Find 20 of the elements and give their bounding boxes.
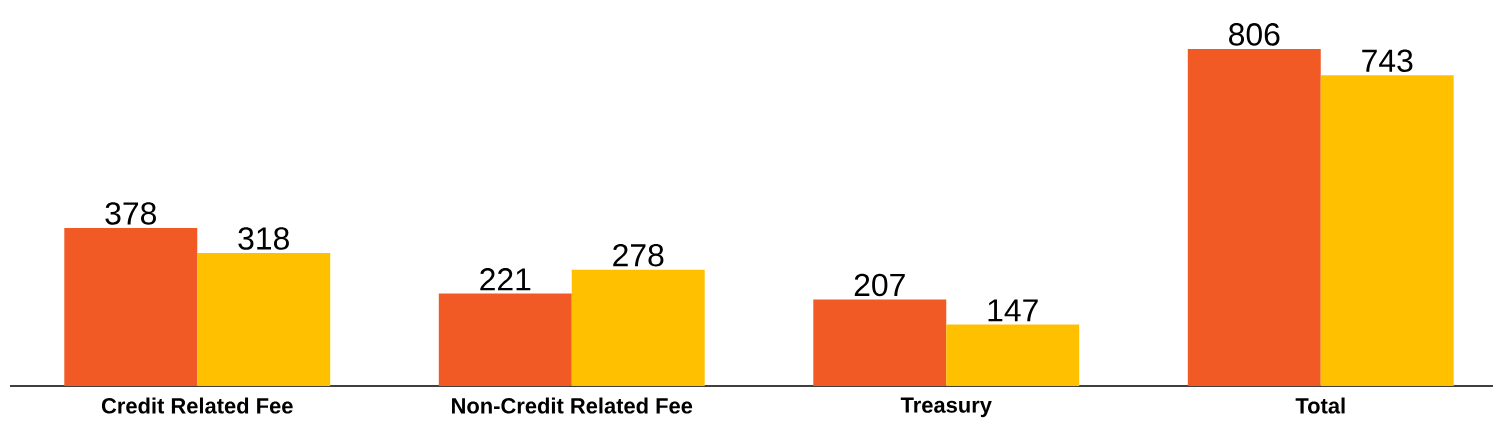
data-label: 221 [480,268,531,291]
data-label: 147 [988,299,1038,322]
data-label: 207 [854,273,905,297]
bar [1320,75,1454,386]
bar [438,293,572,386]
x-tick-label: Non-Credit Related Fee [452,397,693,414]
data-label: 318 [238,227,289,250]
x-tick-label: Credit Related Fee [101,397,293,414]
data-label: 278 [613,243,664,267]
data-label: 743 [1362,49,1413,73]
bar [946,324,1080,386]
bar [813,299,947,386]
x-tick-label: Treasury [900,397,992,418]
bar [197,252,331,386]
bar [64,227,198,386]
data-label: 806 [1229,23,1280,46]
bar [1187,48,1321,386]
bar [571,269,705,386]
x-tick-label: Total [1295,397,1345,414]
data-label: 378 [105,202,156,225]
